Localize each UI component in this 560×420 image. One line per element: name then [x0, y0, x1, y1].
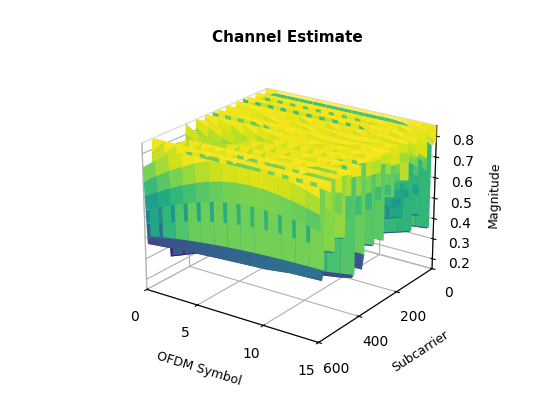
X-axis label: OFDM Symbol: OFDM Symbol: [155, 349, 243, 388]
Y-axis label: Subcarrier: Subcarrier: [389, 328, 451, 374]
Title: Channel Estimate: Channel Estimate: [212, 30, 362, 45]
